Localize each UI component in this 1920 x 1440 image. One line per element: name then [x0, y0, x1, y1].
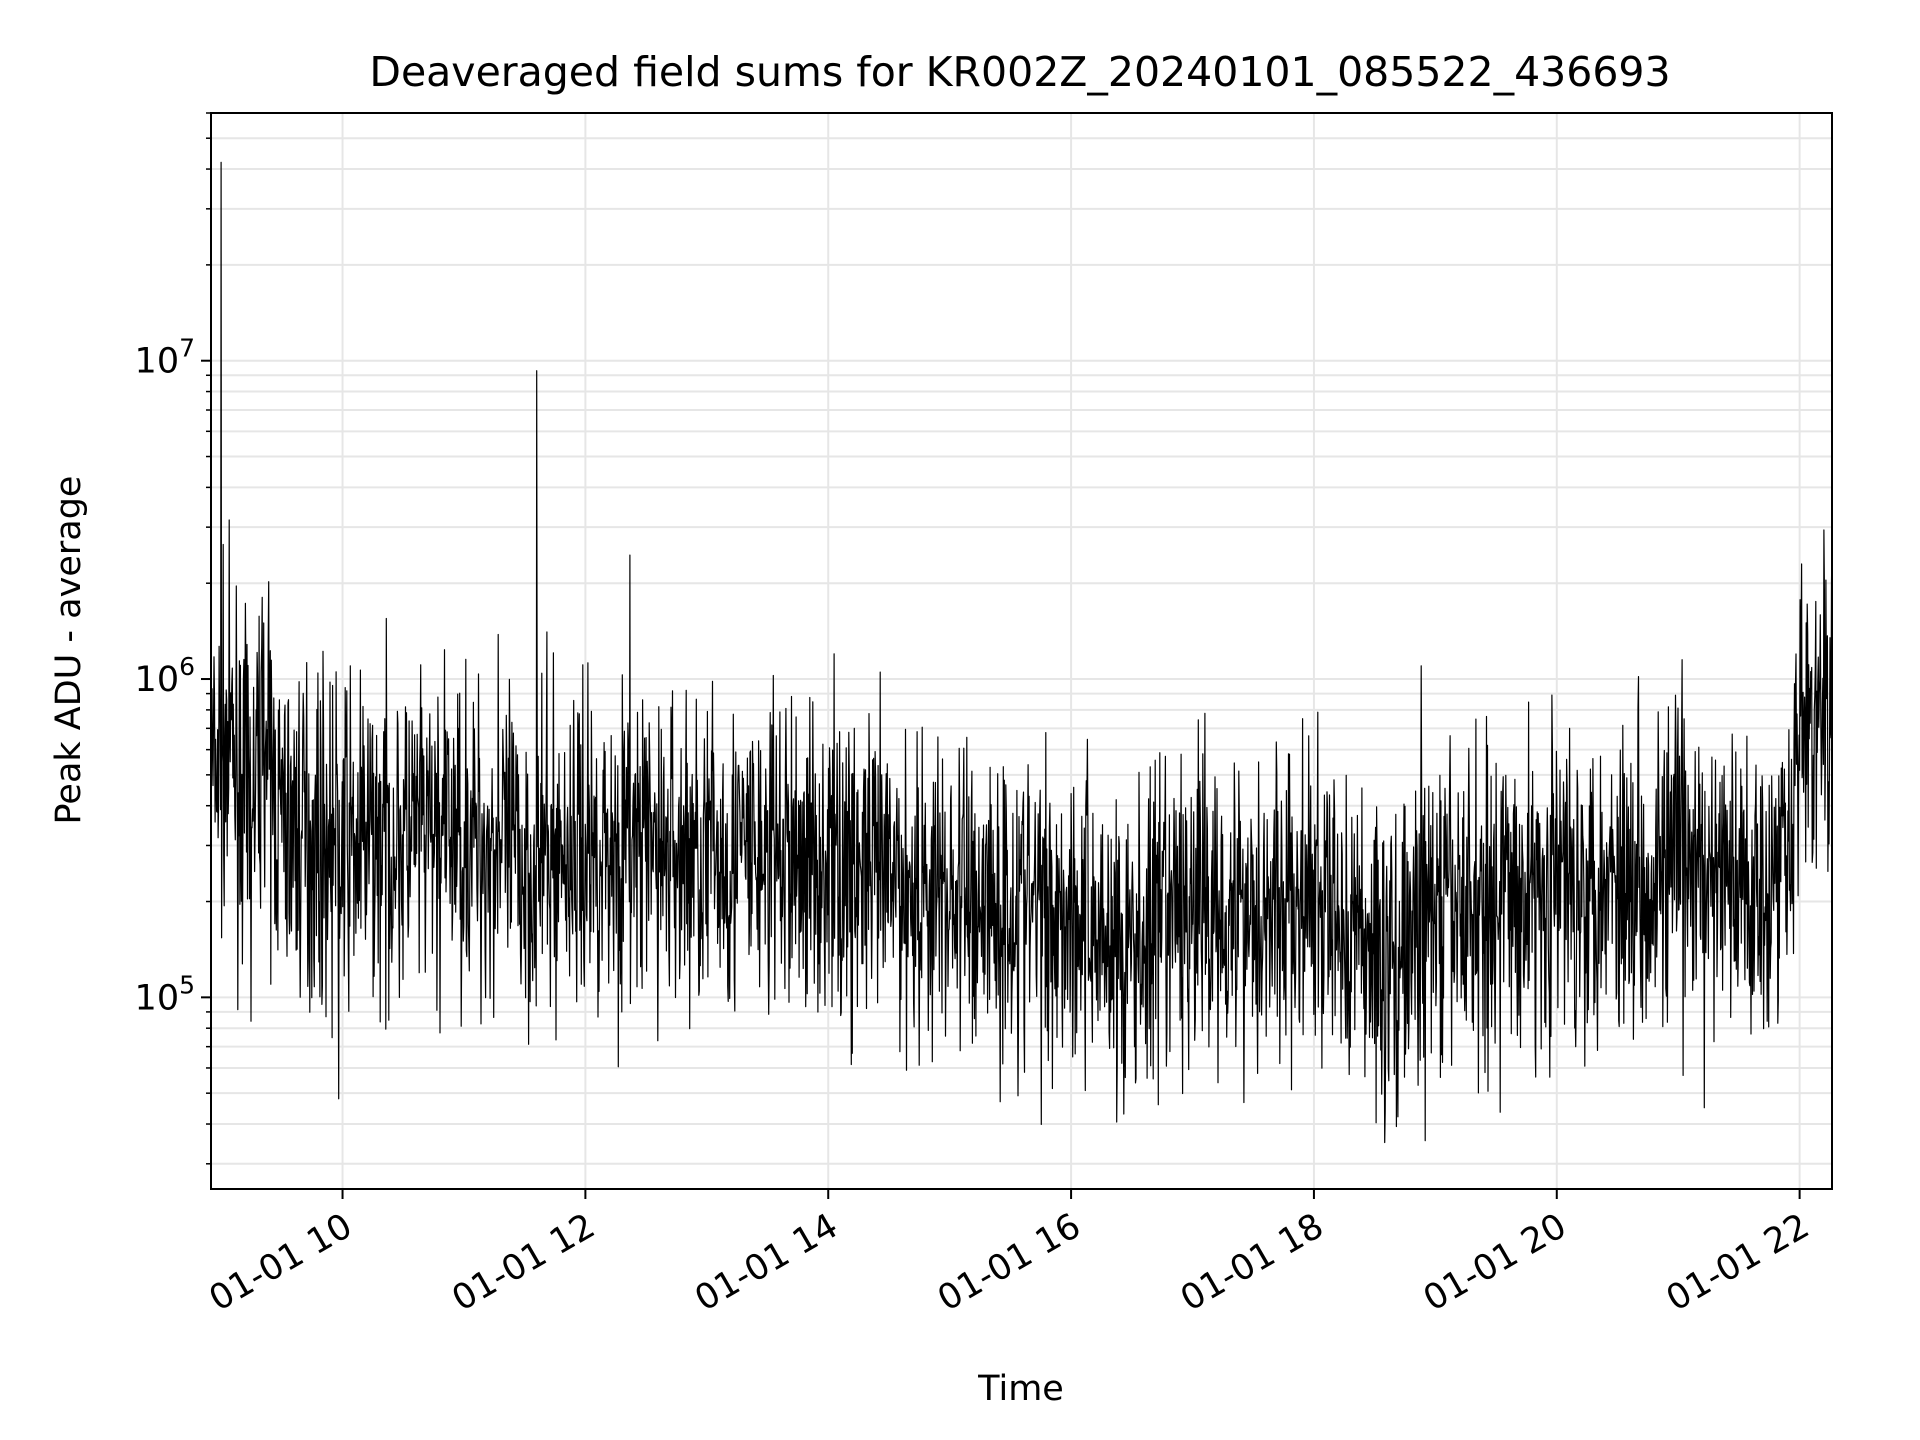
plot-frame [210, 112, 1833, 1190]
y-tick-label: 106 [135, 652, 195, 700]
x-axis: 01-01 10 01-01 12 01-01 14 01-01 16 01-01 18… [203, 1189, 1816, 1319]
x-tick-label: 01-01 14 [688, 1206, 844, 1319]
y-axis-label: Peak ADU - average [49, 476, 89, 825]
grid [211, 112, 1832, 1189]
x-tick-label: 01-01 22 [1660, 1206, 1816, 1319]
x-tick-label: 01-01 20 [1417, 1206, 1573, 1319]
chart-title: Deaveraged field sums for KR002Z_2024010… [369, 48, 1670, 96]
x-tick-label: 01-01 12 [446, 1206, 602, 1319]
x-tick-label: 01-01 10 [203, 1206, 359, 1319]
x-tick-label: 01-01 18 [1174, 1206, 1330, 1319]
y-tick-label: 107 [135, 334, 195, 382]
data-line [210, 161, 1833, 1144]
y-tick-label: 105 [135, 970, 195, 1018]
y-axis: 105 106 107 [135, 112, 211, 1165]
series-line [210, 161, 1833, 1144]
x-axis-label: Time [977, 1369, 1064, 1409]
x-tick-label: 01-01 16 [931, 1206, 1087, 1319]
